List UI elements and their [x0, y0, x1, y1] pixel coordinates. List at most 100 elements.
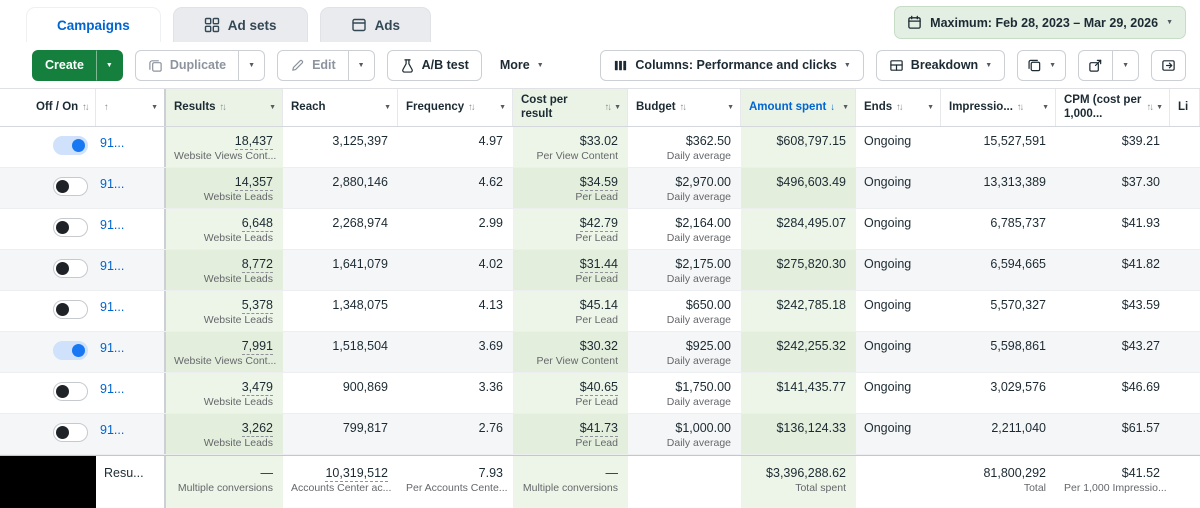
summary-impressions-value: 81,800,292: [949, 466, 1046, 480]
cost-per-result-value[interactable]: $40.65: [580, 380, 618, 396]
campaign-toggle[interactable]: [53, 382, 88, 401]
campaign-row: 91...5,378Website Leads1,348,0754.13$45.…: [0, 291, 1200, 332]
date-range-picker[interactable]: Maximum: Feb 28, 2023 – Mar 29, 2026 ▼: [894, 6, 1186, 39]
header-menu-caret-icon[interactable]: ▼: [842, 104, 849, 111]
duplicate-dropdown-button[interactable]: ▼: [239, 50, 265, 81]
cost-per-result-value[interactable]: $34.59: [580, 175, 618, 191]
column-header-link_clicks[interactable]: Li: [1170, 89, 1200, 126]
ab-test-button[interactable]: A/B test: [387, 50, 482, 81]
header-menu-caret-icon[interactable]: ▼: [151, 104, 158, 111]
results-value[interactable]: 5,378: [242, 298, 273, 314]
header-menu-caret-icon[interactable]: ▼: [499, 104, 506, 111]
ends-header-label: Ends: [864, 101, 892, 115]
cost-type-label: Per View Content: [521, 355, 618, 367]
campaign-row: 91...14,357Website Leads2,880,1464.62$34…: [0, 168, 1200, 209]
summary-sub-label: Accounts Center ac...: [291, 482, 388, 494]
campaign-toggle[interactable]: [53, 259, 88, 278]
tab-ad-sets[interactable]: Ad sets: [173, 7, 308, 42]
tab-campaigns[interactable]: Campaigns: [26, 7, 161, 42]
layers-button[interactable]: ▼: [1017, 50, 1066, 81]
header-menu-caret-icon[interactable]: ▼: [1156, 104, 1163, 111]
results-value[interactable]: 3,479: [242, 380, 273, 396]
edit-button[interactable]: Edit: [277, 50, 349, 81]
cpm-value: $41.93: [1064, 216, 1160, 230]
amount-spent-value: $608,797.15: [749, 134, 846, 148]
column-header-cost_per_result[interactable]: Cost per result↑↓▼: [513, 89, 628, 126]
campaign-row: 91...6,648Website Leads2,268,9742.99$42.…: [0, 209, 1200, 250]
cost-per-result-value[interactable]: $31.44: [580, 257, 618, 273]
campaign-name-link[interactable]: 91...: [100, 259, 124, 273]
frequency-value: 3.69: [406, 339, 503, 353]
campaign-toggle[interactable]: [53, 423, 88, 442]
ends-value: Ongoing: [864, 175, 931, 189]
breakdown-button[interactable]: Breakdown ▼: [876, 50, 1005, 81]
columns-button[interactable]: Columns: Performance and clicks ▼: [600, 50, 863, 81]
campaign-toggle[interactable]: [53, 300, 88, 319]
column-header-frequency[interactable]: Frequency↑↓▼: [398, 89, 513, 126]
campaign-name-link[interactable]: 91...: [100, 300, 124, 314]
toolbar: Create ▼ Duplicate ▼ Edit: [0, 42, 1200, 88]
results-value[interactable]: 8,772: [242, 257, 273, 273]
campaign-row: 91...3,479Website Leads900,8693.36$40.65…: [0, 373, 1200, 414]
header-menu-caret-icon[interactable]: ▼: [1042, 104, 1049, 111]
create-button[interactable]: Create: [32, 50, 97, 81]
chevron-down-icon: ▼: [1166, 19, 1173, 26]
edit-pencil-icon: [290, 58, 305, 73]
results-value[interactable]: 14,357: [235, 175, 273, 191]
export-dropdown-button[interactable]: ▼: [1113, 50, 1139, 81]
column-header-toggle[interactable]: Off / On↑↓: [0, 89, 96, 126]
campaign-toggle[interactable]: [53, 136, 88, 155]
column-header-budget[interactable]: Budget↑↓▼: [628, 89, 741, 126]
toggle-knob: [56, 385, 69, 398]
link_clicks-header-label: Li: [1178, 101, 1188, 115]
cost-per-result-value: $45.14: [521, 298, 618, 312]
column-header-ends[interactable]: Ends↑↓▼: [856, 89, 941, 126]
more-button[interactable]: More ▼: [494, 50, 550, 81]
cost-type-label: Per Lead: [521, 437, 618, 449]
column-header-impressions[interactable]: Impressio...↑↓▼: [941, 89, 1056, 126]
campaign-name-link[interactable]: 91...: [100, 423, 124, 437]
duplicate-button[interactable]: Duplicate: [135, 50, 239, 81]
summary-toggle-cell: [0, 456, 96, 508]
campaign-name-link[interactable]: 91...: [100, 177, 124, 191]
header-menu-caret-icon[interactable]: ▼: [269, 104, 276, 111]
results-value[interactable]: 7,991: [242, 339, 273, 355]
summary-reach-value[interactable]: 10,319,512: [325, 466, 388, 482]
frequency-value: 4.13: [406, 298, 503, 312]
tab-ads[interactable]: Ads: [320, 7, 432, 42]
column-header-amount_spent[interactable]: Amount spent↓▼: [741, 89, 856, 126]
frequency-value: 4.62: [406, 175, 503, 189]
campaign-toggle[interactable]: [53, 218, 88, 237]
campaign-name-link[interactable]: 91...: [100, 218, 124, 232]
column-header-cpm[interactable]: CPM (cost per 1,000...↑↓▼: [1056, 89, 1170, 126]
toggle-header-label: Off / On: [36, 101, 78, 115]
campaign-row: 91...18,437Website Views Cont...3,125,39…: [0, 127, 1200, 168]
header-menu-caret-icon[interactable]: ▼: [927, 104, 934, 111]
results-type-label: Website Leads: [174, 437, 273, 449]
cost-per-result-value[interactable]: $42.79: [580, 216, 618, 232]
open-report-button[interactable]: [1151, 50, 1186, 81]
campaign-toggle[interactable]: [53, 177, 88, 196]
results-value[interactable]: 6,648: [242, 216, 273, 232]
campaign-name-link[interactable]: 91...: [100, 341, 124, 355]
export-button[interactable]: [1078, 50, 1113, 81]
duplicate-button-group: Duplicate ▼: [135, 50, 265, 81]
header-menu-caret-icon[interactable]: ▼: [614, 104, 621, 111]
column-header-reach[interactable]: Reach▼: [283, 89, 398, 126]
edit-dropdown-button[interactable]: ▼: [349, 50, 375, 81]
campaign-name-link[interactable]: 91...: [100, 382, 124, 396]
cost-per-result-value[interactable]: $41.73: [580, 421, 618, 437]
results-value[interactable]: 18,437: [235, 134, 273, 150]
campaign-name-link[interactable]: 91...: [100, 136, 124, 150]
campaign-toggle[interactable]: [53, 341, 88, 360]
amount-spent-value: $284,495.07: [749, 216, 846, 230]
results-type-label: Website Leads: [174, 191, 273, 203]
column-header-results[interactable]: Results↑↓▼: [166, 89, 283, 126]
ends-value: Ongoing: [864, 339, 931, 353]
column-header-name[interactable]: ↑▼: [96, 89, 166, 126]
header-menu-caret-icon[interactable]: ▼: [727, 104, 734, 111]
results-value[interactable]: 3,262: [242, 421, 273, 437]
reach-value: 3,125,397: [291, 134, 388, 148]
header-menu-caret-icon[interactable]: ▼: [384, 104, 391, 111]
create-dropdown-button[interactable]: ▼: [97, 50, 123, 81]
